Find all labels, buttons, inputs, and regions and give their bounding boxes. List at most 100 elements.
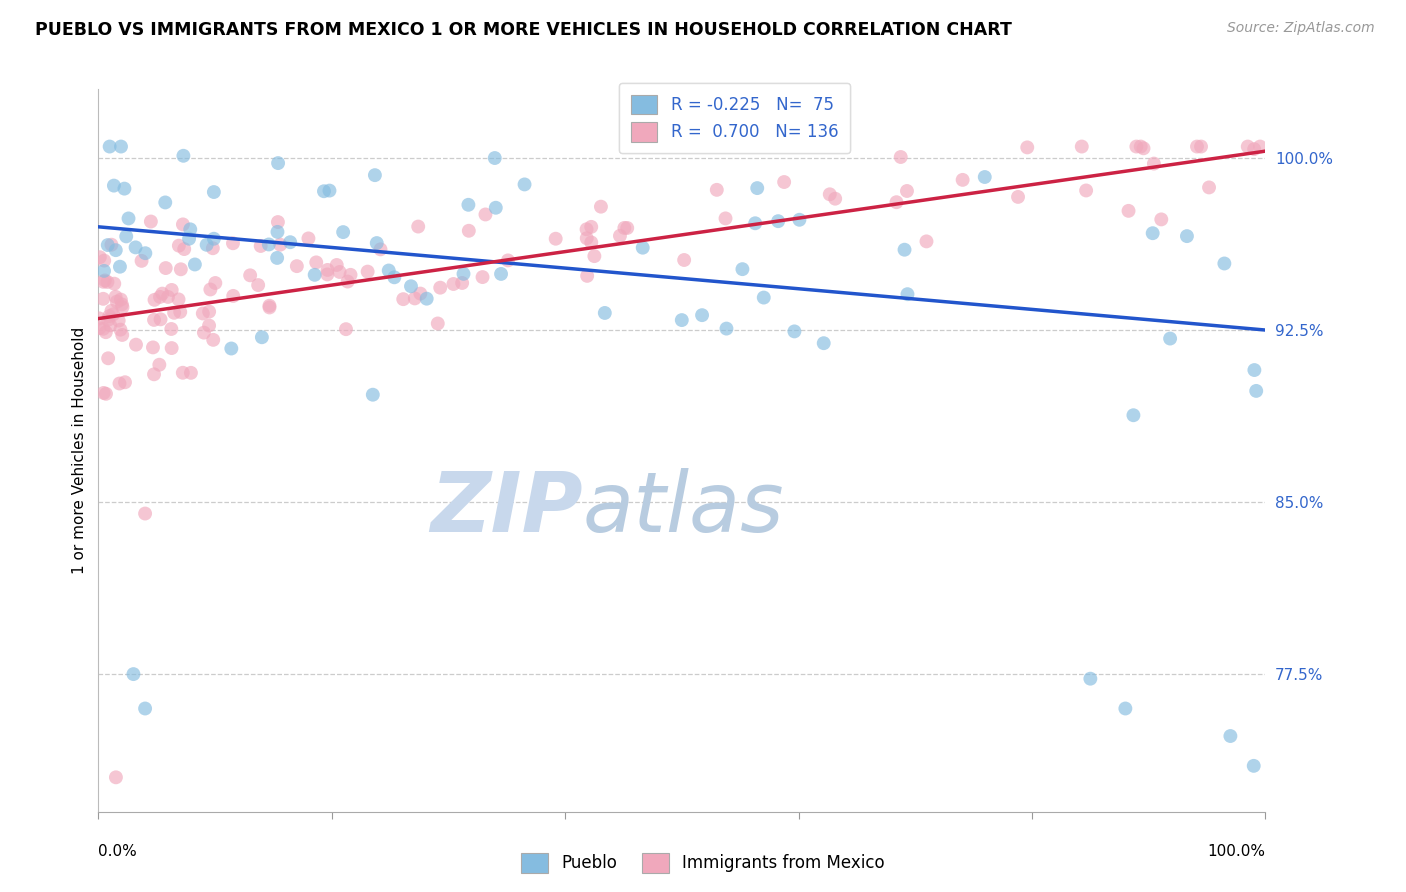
Point (98, 310, 121, 324)
Point (392, 292, 415, 306)
Point (747, 181, 769, 195)
Point (150, 286, 173, 301)
Point (1159, 332, 1181, 346)
Point (112, 181, 135, 195)
Point (893, 243, 915, 257)
Point (111, 327, 134, 342)
Point (257, 237, 280, 252)
Point (1213, 256, 1236, 270)
Point (1189, 139, 1212, 153)
Point (107, 313, 129, 327)
Point (105, 294, 128, 309)
Point (1243, 759, 1265, 773)
Point (581, 235, 603, 250)
Point (1236, 139, 1258, 153)
Point (114, 376, 136, 390)
Point (139, 214, 162, 228)
Point (361, 387, 384, 401)
Point (198, 318, 221, 333)
Point (202, 232, 225, 246)
Point (1122, 409, 1144, 423)
Point (474, 207, 496, 221)
Point (766, 214, 789, 228)
Point (544, 232, 567, 246)
Point (616, 221, 638, 235)
Point (1243, 142, 1265, 156)
Point (266, 225, 288, 239)
Point (1244, 384, 1267, 398)
Point (163, 306, 186, 320)
Point (316, 263, 339, 277)
Point (134, 246, 156, 260)
Point (744, 216, 766, 230)
Point (824, 192, 846, 206)
Point (1198, 180, 1220, 194)
Point (429, 280, 451, 294)
Point (160, 341, 183, 355)
Point (366, 235, 388, 250)
Point (752, 291, 775, 305)
Text: Source: ZipAtlas.com: Source: ZipAtlas.com (1227, 21, 1375, 36)
Text: 100.0%: 100.0% (1208, 844, 1265, 859)
Point (336, 275, 359, 289)
Point (259, 299, 281, 313)
Point (104, 290, 127, 304)
Point (576, 268, 599, 283)
Point (890, 150, 912, 164)
Legend: Pueblo, Immigrants from Mexico: Pueblo, Immigrants from Mexico (515, 847, 891, 880)
Point (247, 278, 270, 293)
Point (1249, 139, 1271, 153)
Point (167, 293, 190, 307)
Point (1114, 701, 1136, 715)
Point (134, 507, 156, 521)
Point (172, 149, 194, 163)
Point (143, 293, 166, 307)
Point (148, 358, 170, 372)
Point (142, 340, 165, 354)
Point (631, 241, 654, 255)
Point (201, 241, 224, 255)
Point (673, 252, 696, 267)
Point (285, 259, 308, 273)
Point (111, 297, 134, 311)
Point (172, 366, 194, 380)
Point (149, 312, 172, 326)
Point (581, 219, 603, 234)
Point (249, 239, 271, 253)
Point (1125, 139, 1147, 153)
Point (100, 303, 122, 318)
Point (1150, 212, 1173, 227)
Point (329, 265, 352, 279)
Point (613, 221, 636, 235)
Point (1175, 229, 1198, 244)
Point (91, 292, 114, 306)
Point (426, 317, 449, 331)
Point (97, 312, 120, 326)
Point (443, 277, 465, 291)
Point (94, 325, 117, 339)
Point (513, 178, 536, 192)
Point (180, 366, 202, 380)
Point (484, 151, 506, 165)
Point (98, 318, 121, 333)
Point (714, 211, 737, 226)
Point (100, 237, 122, 252)
Point (101, 307, 124, 321)
Point (250, 330, 273, 344)
Point (1185, 139, 1208, 153)
Point (170, 262, 193, 277)
Legend: R = -0.225   N=  75, R =  0.700   N= 136: R = -0.225 N= 75, R = 0.700 N= 136 (619, 83, 849, 153)
Point (304, 268, 326, 282)
Point (783, 325, 806, 339)
Point (1143, 156, 1166, 170)
Point (485, 201, 508, 215)
Point (184, 257, 207, 271)
Point (103, 277, 125, 291)
Point (111, 300, 134, 314)
Point (91, 322, 114, 336)
Point (115, 229, 138, 244)
Point (89, 250, 111, 264)
Point (202, 333, 225, 347)
Point (200, 283, 222, 297)
Point (706, 183, 728, 197)
